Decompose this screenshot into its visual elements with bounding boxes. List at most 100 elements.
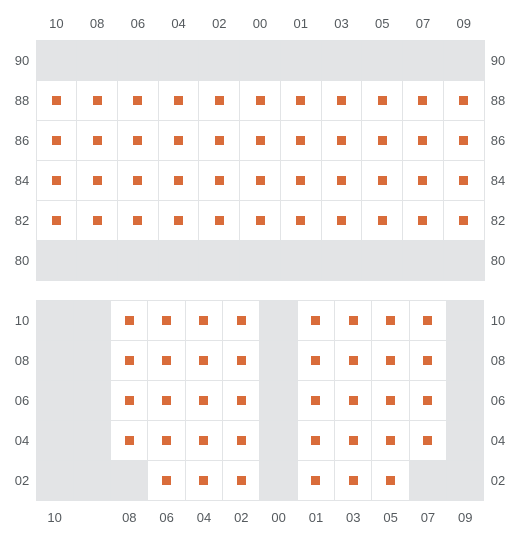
seat-cell[interactable] <box>222 380 260 421</box>
seat-cell[interactable] <box>158 80 200 121</box>
seat-cell[interactable] <box>185 300 223 341</box>
seat-cell[interactable] <box>158 200 200 241</box>
seat-cell[interactable] <box>185 380 223 421</box>
seat-marker-icon <box>349 476 358 485</box>
seat-cell[interactable] <box>402 120 444 161</box>
seat-cell[interactable] <box>371 340 409 381</box>
seat-cell[interactable] <box>402 200 444 241</box>
seat-cell[interactable] <box>147 340 185 381</box>
seat-cell[interactable] <box>334 420 372 461</box>
seat-cell[interactable] <box>198 200 240 241</box>
empty-cell <box>73 300 111 341</box>
seat-cell[interactable] <box>334 340 372 381</box>
seat-marker-icon <box>386 316 395 325</box>
seat-cell[interactable] <box>402 80 444 121</box>
row-label-left: 80 <box>8 240 36 280</box>
seat-cell[interactable] <box>185 340 223 381</box>
seat-cell[interactable] <box>222 460 260 501</box>
seat-cell[interactable] <box>280 200 322 241</box>
seat-cell[interactable] <box>117 200 159 241</box>
seat-cell[interactable] <box>239 200 281 241</box>
seat-cell[interactable] <box>280 80 322 121</box>
seat-cell[interactable] <box>158 120 200 161</box>
seat-marker-icon <box>337 176 346 185</box>
seat-marker-icon <box>386 356 395 365</box>
empty-cell <box>76 240 118 281</box>
seat-cell[interactable] <box>297 340 335 381</box>
seat-marker-icon <box>459 216 468 225</box>
seat-cell[interactable] <box>36 80 78 121</box>
seat-cell[interactable] <box>297 420 335 461</box>
seat-cell[interactable] <box>409 420 447 461</box>
seat-cell[interactable] <box>117 80 159 121</box>
seat-marker-icon <box>311 436 320 445</box>
seat-cell[interactable] <box>110 340 148 381</box>
seat-cell[interactable] <box>402 160 444 201</box>
seat-row: 0404 <box>8 420 512 460</box>
seat-cell[interactable] <box>297 460 335 501</box>
seat-cell[interactable] <box>36 200 78 241</box>
empty-cell <box>239 240 281 281</box>
seat-cell[interactable] <box>147 300 185 341</box>
seat-cell[interactable] <box>443 120 485 161</box>
seat-marker-icon <box>215 216 224 225</box>
seat-cell[interactable] <box>334 380 372 421</box>
seat-cell[interactable] <box>36 120 78 161</box>
seat-cell[interactable] <box>321 120 363 161</box>
seat-cell[interactable] <box>222 340 260 381</box>
seat-marker-icon <box>349 436 358 445</box>
seat-cell[interactable] <box>222 420 260 461</box>
seat-cell[interactable] <box>239 80 281 121</box>
seat-cell[interactable] <box>239 120 281 161</box>
seat-cell[interactable] <box>110 420 148 461</box>
seat-cell[interactable] <box>443 160 485 201</box>
seat-cell[interactable] <box>158 160 200 201</box>
seat-marker-icon <box>174 216 183 225</box>
seat-marker-icon <box>296 136 305 145</box>
seat-cell[interactable] <box>147 380 185 421</box>
seat-cell[interactable] <box>371 460 409 501</box>
seat-cell[interactable] <box>371 420 409 461</box>
seat-cell[interactable] <box>321 80 363 121</box>
seat-cell[interactable] <box>361 160 403 201</box>
seat-cell[interactable] <box>297 300 335 341</box>
seat-marker-icon <box>125 316 134 325</box>
seat-cell[interactable] <box>361 80 403 121</box>
seat-marker-icon <box>386 396 395 405</box>
seat-cell[interactable] <box>222 300 260 341</box>
seat-cell[interactable] <box>361 200 403 241</box>
seat-cell[interactable] <box>110 300 148 341</box>
seat-cell[interactable] <box>198 160 240 201</box>
seat-cell[interactable] <box>117 120 159 161</box>
seat-cell[interactable] <box>110 380 148 421</box>
seat-cell[interactable] <box>198 120 240 161</box>
seat-cell[interactable] <box>280 160 322 201</box>
seat-cell[interactable] <box>185 460 223 501</box>
seat-cell[interactable] <box>76 80 118 121</box>
seat-cell[interactable] <box>117 160 159 201</box>
seat-cell[interactable] <box>185 420 223 461</box>
row-label-left: 90 <box>8 40 36 80</box>
seat-cell[interactable] <box>361 120 403 161</box>
seat-cell[interactable] <box>321 160 363 201</box>
seat-cell[interactable] <box>321 200 363 241</box>
seat-cell[interactable] <box>280 120 322 161</box>
seat-cell[interactable] <box>76 160 118 201</box>
seat-cell[interactable] <box>409 380 447 421</box>
seat-cell[interactable] <box>36 160 78 201</box>
seat-cell[interactable] <box>443 80 485 121</box>
seat-cell[interactable] <box>334 300 372 341</box>
seat-cell[interactable] <box>147 420 185 461</box>
seat-cell[interactable] <box>409 340 447 381</box>
seat-cell[interactable] <box>443 200 485 241</box>
seat-cell[interactable] <box>239 160 281 201</box>
seat-cell[interactable] <box>409 300 447 341</box>
seat-cell[interactable] <box>297 380 335 421</box>
seat-cell[interactable] <box>198 80 240 121</box>
seat-cell[interactable] <box>76 120 118 161</box>
seat-cell[interactable] <box>371 380 409 421</box>
seat-cell[interactable] <box>147 460 185 501</box>
seat-cell[interactable] <box>334 460 372 501</box>
seat-cell[interactable] <box>371 300 409 341</box>
seat-cell[interactable] <box>76 200 118 241</box>
